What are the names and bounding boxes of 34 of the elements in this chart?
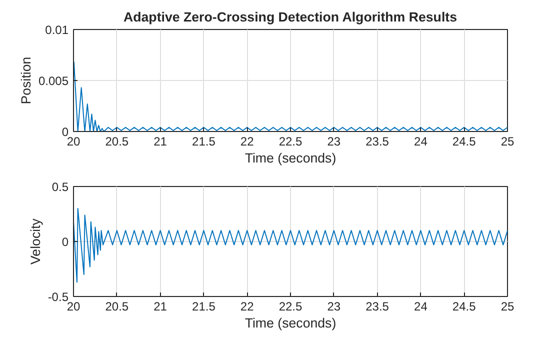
x-tick-label: 21 — [154, 134, 168, 148]
x-tick-label: 24.5 — [452, 300, 476, 314]
x-tick-label: 20.5 — [105, 300, 129, 314]
line-series — [74, 208, 508, 283]
x-tick-label: 24.5 — [452, 134, 476, 148]
x-axis-title: Time (seconds) — [244, 316, 336, 330]
y-tick-label: 0.01 — [45, 23, 69, 37]
x-tick-label: 23 — [327, 300, 341, 314]
x-tick-label: 20 — [66, 300, 80, 314]
x-tick-label: 24 — [414, 300, 428, 314]
x-tick-label: 23.5 — [366, 134, 390, 148]
x-tick-label: 21 — [154, 300, 168, 314]
y-tick-label: 0.005 — [38, 74, 69, 88]
x-tick-label: 22 — [240, 300, 254, 314]
x-tick-label: 23.5 — [366, 300, 390, 314]
x-tick-label: 22.5 — [278, 300, 303, 314]
y-axis-title: Velocity — [28, 218, 43, 264]
chart-title: Adaptive Zero-Crossing Detection Algorithm Results — [124, 10, 458, 24]
y-tick-label: 0 — [62, 125, 69, 139]
x-tick-label: 22 — [240, 134, 254, 148]
x-tick-label: 21.5 — [192, 300, 216, 314]
y-tick-label: -0.5 — [48, 290, 69, 304]
x-axis-title: Time (seconds) — [244, 150, 336, 166]
x-tick-label: 21.5 — [192, 134, 216, 148]
x-tick-label: 24 — [414, 134, 428, 148]
x-tick-label: 23 — [327, 134, 341, 148]
x-tick-label: 20 — [66, 134, 80, 148]
y-tick-label: 0 — [62, 235, 69, 249]
y-tick-label: 0.5 — [52, 180, 69, 194]
y-axis-title: Position — [18, 56, 34, 104]
x-tick-label: 22.5 — [278, 134, 303, 148]
x-tick-label: 20.5 — [105, 134, 129, 148]
x-tick-label: 25 — [500, 134, 514, 148]
x-tick-label: 25 — [500, 300, 514, 314]
